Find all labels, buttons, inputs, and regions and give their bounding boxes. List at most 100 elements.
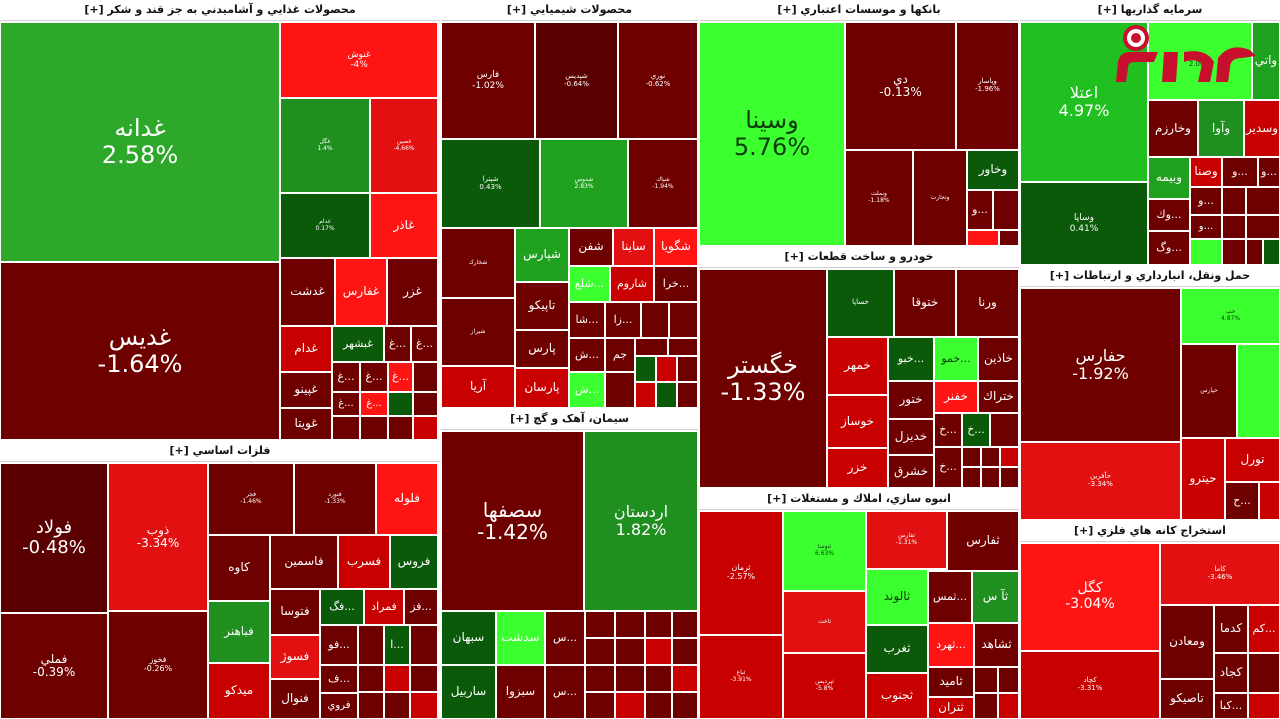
stock-tile[interactable]	[615, 665, 645, 692]
stock-tile[interactable]	[635, 382, 656, 408]
stock-tile[interactable]: شپارس	[515, 228, 569, 282]
stock-tile[interactable]: فجر -1.46%	[208, 463, 294, 535]
stock-tile[interactable]: غدانه 2.58%	[0, 22, 280, 262]
stock-tile[interactable]: خديزل	[888, 419, 934, 455]
stock-tile[interactable]: غگل 1.4%	[280, 98, 370, 193]
stock-tile[interactable]: و...	[1190, 187, 1222, 215]
sector-title-auto[interactable]: خودرو و ساخت قطعات [+]	[699, 247, 1019, 268]
stock-tile[interactable]	[635, 356, 656, 382]
stock-tile[interactable]: و...	[1222, 157, 1258, 187]
stock-tile[interactable]: فارس -1.02%	[441, 22, 535, 139]
stock-tile[interactable]	[656, 356, 677, 382]
stock-tile[interactable]: وخاور	[967, 150, 1019, 190]
stock-tile[interactable]: ومعادن	[1160, 605, 1214, 679]
stock-tile[interactable]: ا...	[384, 625, 410, 665]
stock-tile[interactable]: كم...	[1248, 605, 1280, 653]
stock-tile[interactable]	[585, 665, 615, 692]
stock-tile[interactable]: فلوله	[376, 463, 438, 535]
stock-tile[interactable]	[388, 416, 413, 440]
stock-tile[interactable]: غ...	[388, 362, 413, 392]
stock-tile[interactable]	[999, 230, 1019, 246]
stock-tile[interactable]	[998, 693, 1019, 719]
stock-tile[interactable]: آريا	[441, 366, 515, 408]
stock-tile[interactable]	[1259, 482, 1280, 520]
stock-tile[interactable]	[1246, 239, 1263, 265]
stock-tile[interactable]	[410, 625, 438, 665]
stock-tile[interactable]: خرا...	[654, 266, 698, 302]
stock-tile[interactable]	[668, 338, 698, 356]
stock-tile[interactable]: خگستر -1.33%	[699, 269, 827, 488]
stock-tile[interactable]: غدام	[280, 326, 332, 372]
stock-tile[interactable]: پارس	[515, 330, 569, 368]
stock-tile[interactable]: خبو...	[888, 337, 934, 381]
stock-tile[interactable]	[410, 665, 438, 692]
stock-tile[interactable]: وآوا	[1198, 100, 1244, 157]
stock-tile[interactable]	[672, 692, 698, 719]
stock-tile[interactable]: شاروم	[610, 266, 654, 302]
stock-tile[interactable]: غصين -4.66%	[370, 98, 438, 193]
stock-tile[interactable]: غدشت	[280, 258, 335, 326]
sector-title-construction[interactable]: انبوه سازي، املاك و مستغلات [+]	[699, 489, 1019, 510]
stock-tile[interactable]: ثنوسا 6.63%	[783, 511, 866, 591]
stock-tile[interactable]: فخوز -0.26%	[108, 611, 208, 719]
stock-tile[interactable]: فز...	[404, 589, 438, 625]
stock-tile[interactable]	[1000, 447, 1019, 467]
stock-tile[interactable]	[615, 638, 645, 665]
stock-tile[interactable]: غ...	[384, 326, 411, 362]
sector-title-food[interactable]: محصولات غذايي و آشاميدني به جز قند و شكر…	[0, 0, 440, 21]
stock-tile[interactable]	[1246, 215, 1280, 239]
stock-tile[interactable]: ثپردیس -5.8%	[783, 653, 866, 719]
stock-tile[interactable]: ثالوند	[866, 569, 928, 625]
stock-tile[interactable]	[388, 392, 413, 416]
stock-tile[interactable]: ساينا	[613, 228, 654, 266]
stock-tile[interactable]	[962, 447, 981, 467]
stock-tile[interactable]: خ...	[934, 447, 962, 488]
stock-tile[interactable]	[360, 416, 388, 440]
stock-tile[interactable]	[1246, 187, 1280, 215]
stock-tile[interactable]: فروس	[390, 535, 438, 589]
stock-tile[interactable]	[615, 611, 645, 638]
stock-tile[interactable]	[384, 665, 410, 692]
stock-tile[interactable]: خمهر	[827, 337, 888, 395]
stock-tile[interactable]: وبيمه	[1148, 157, 1190, 199]
sector-title-transport[interactable]: حمل ونقل، انبارداري و ارتباطات [+]	[1020, 266, 1280, 287]
stock-tile[interactable]: و...	[967, 190, 993, 230]
stock-tile[interactable]	[981, 447, 1000, 467]
stock-tile[interactable]: ميدكو	[208, 663, 270, 719]
stock-tile[interactable]: خوساز	[827, 395, 888, 448]
stock-tile[interactable]	[1222, 239, 1246, 265]
stock-tile[interactable]: وتجارت	[913, 150, 967, 246]
stock-tile[interactable]: وك...	[1148, 199, 1190, 231]
stock-tile[interactable]: شگويا	[654, 228, 698, 266]
stock-tile[interactable]	[605, 372, 635, 408]
stock-tile[interactable]: شلغ...	[569, 266, 610, 302]
stock-tile[interactable]: ورنا	[956, 269, 1019, 337]
stock-tile[interactable]: فسوژ	[270, 635, 320, 679]
stock-tile[interactable]: ف...	[320, 665, 358, 693]
stock-tile[interactable]: كبا...	[1214, 693, 1248, 719]
stock-tile[interactable]: فولاد -0.48%	[0, 463, 108, 613]
stock-tile[interactable]: حپارس	[1181, 344, 1237, 438]
stock-tile[interactable]: حيترو	[1181, 438, 1225, 520]
stock-tile[interactable]: تاپيكو	[515, 282, 569, 330]
stock-tile[interactable]: خاذين	[978, 337, 1019, 381]
stock-tile[interactable]: ساربيل	[441, 665, 496, 719]
stock-tile[interactable]: كاما -3.46%	[1160, 543, 1280, 605]
stock-tile[interactable]: فسرب	[338, 535, 390, 589]
stock-tile[interactable]: فتوسا	[270, 589, 320, 635]
stock-tile[interactable]: شپديس -0.64%	[535, 22, 618, 139]
sector-title-metals[interactable]: فلزات اساسي [+]	[0, 441, 440, 462]
stock-tile[interactable]	[1263, 239, 1280, 265]
stock-tile[interactable]: غ...	[360, 362, 388, 392]
stock-tile[interactable]: شخارك	[441, 228, 515, 298]
stock-tile[interactable]	[974, 693, 998, 719]
stock-tile[interactable]	[332, 416, 360, 440]
stock-tile[interactable]: ش...	[569, 372, 605, 408]
stock-tile[interactable]: خفنر	[934, 381, 978, 413]
stock-tile[interactable]: وسدير	[1244, 100, 1280, 157]
stock-tile[interactable]: س...	[545, 665, 585, 719]
stock-tile[interactable]: فو...	[320, 625, 358, 665]
stock-tile[interactable]	[993, 190, 1019, 230]
stock-tile[interactable]: وپاسار -1.96%	[956, 22, 1019, 150]
stock-tile[interactable]: كاوه	[208, 535, 270, 601]
